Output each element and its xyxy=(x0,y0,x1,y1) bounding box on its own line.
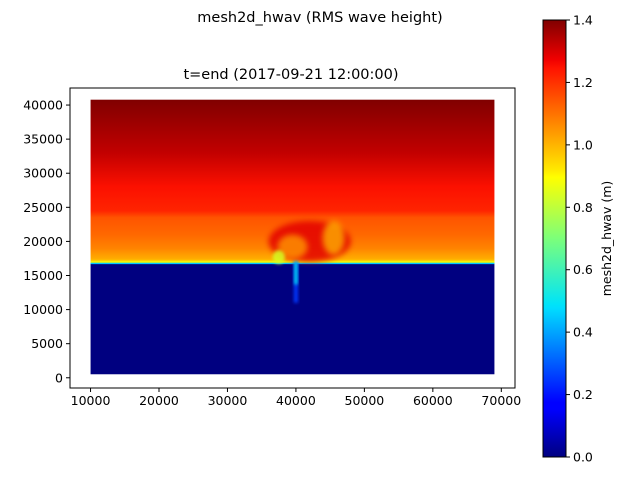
shoreline-edge xyxy=(90,262,495,265)
x-tick-label: 60000 xyxy=(413,393,453,408)
x-tick-label: 40000 xyxy=(276,393,316,408)
colorbar-tick-label: 0.0 xyxy=(573,450,593,465)
y-tick-label: 5000 xyxy=(31,336,63,351)
y-tick-label: 35000 xyxy=(23,132,63,147)
y-tick-label: 20000 xyxy=(23,234,63,249)
colorbar-tick-label: 0.2 xyxy=(573,387,593,402)
colorbar xyxy=(542,19,567,458)
x-tick-label: 10000 xyxy=(71,393,111,408)
axes-title: t=end (2017-09-21 12:00:00) xyxy=(183,67,398,83)
y-tick-label: 15000 xyxy=(23,268,63,283)
colorbar-tick-label: 0.8 xyxy=(573,200,593,215)
x-tick-label: 70000 xyxy=(481,393,521,408)
figure-suptitle: mesh2d_hwav (RMS wave height) xyxy=(197,10,442,26)
breaker-spot xyxy=(272,250,285,264)
x-tick-label: 30000 xyxy=(208,393,248,408)
y-tick-label: 25000 xyxy=(23,200,63,215)
delta-shoal-east xyxy=(322,220,345,256)
colorbar-tick-label: 1.4 xyxy=(573,13,593,28)
colorbar-tick-label: 0.4 xyxy=(573,325,593,340)
dry-region xyxy=(90,263,495,375)
x-axis: 10000 20000 30000 40000 50000 60000 70000 xyxy=(71,388,521,408)
colorbar-tick-label: 1.2 xyxy=(573,75,593,90)
heatmap-field xyxy=(90,99,495,375)
colorbar-axis: 0.0 0.2 0.4 0.6 0.8 1.0 1.2 1.4 xyxy=(566,13,593,465)
y-tick-label: 40000 xyxy=(23,98,63,113)
colorbar-tick-label: 0.6 xyxy=(573,262,593,277)
shoreline-strip xyxy=(90,260,495,264)
axes-frame xyxy=(69,87,516,389)
x-tick-label: 20000 xyxy=(139,393,179,408)
delta-shoal-west xyxy=(277,234,308,260)
inlet-channel-core xyxy=(294,261,298,285)
x-tick-label: 50000 xyxy=(345,393,385,408)
y-tick-label: 10000 xyxy=(23,302,63,317)
colorbar-tick-label: 1.0 xyxy=(573,137,593,152)
colorbar-label: mesh2d_hwav (m) xyxy=(599,181,614,297)
y-tick-label: 0 xyxy=(55,370,63,385)
y-tick-label: 30000 xyxy=(23,166,63,181)
y-axis: 0 5000 10000 15000 20000 25000 30000 35000 40000 xyxy=(23,98,70,385)
